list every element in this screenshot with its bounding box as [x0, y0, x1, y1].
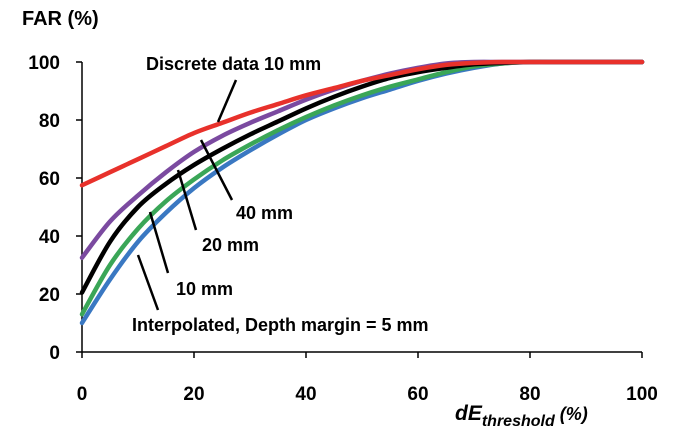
annotation-leader-line — [148, 211, 170, 274]
annotation-label: 20 mm — [202, 235, 259, 255]
annotation-label: 10 mm — [176, 279, 233, 299]
annotation-label: Discrete data 10 mm — [146, 54, 321, 74]
series-line-4 — [79, 59, 645, 326]
y-tick-label: 20 — [39, 285, 60, 306]
series-line-0 — [79, 59, 645, 188]
x-axis-title-main: dE — [455, 402, 483, 425]
axes: 0 20 40 60 80 100 0 20 40 60 80 100 — [28, 53, 658, 405]
y-axis-title: FAR (%) — [22, 8, 99, 30]
series-line-1 — [79, 59, 645, 260]
y-tick-label: 80 — [39, 111, 60, 132]
annotations: Discrete data 10 mm 40 mm 20 mm 10 mm Interp… — [132, 54, 429, 335]
y-tick-label: 100 — [28, 53, 60, 74]
x-tick-label: 0 — [77, 384, 88, 405]
annotation-label: Interpolated, Depth margin = 5 mm — [132, 315, 429, 335]
series-lines — [79, 59, 645, 326]
x-tick-label: 80 — [519, 384, 540, 405]
x-axis-title: dEthreshold (%) — [455, 402, 588, 430]
annotation-leader-line — [216, 79, 238, 123]
x-tick-label: 40 — [295, 384, 316, 405]
annotation-leader-line — [136, 254, 160, 311]
x-tick-label: 60 — [407, 384, 428, 405]
y-tick-label: 0 — [49, 343, 60, 364]
annotation-leader-line — [176, 169, 198, 231]
x-axis-title-subscript: threshold — [482, 413, 556, 430]
x-axis-title-suffix: (%) — [555, 404, 588, 424]
y-tick-label: 60 — [39, 169, 60, 190]
annotation-leader-line — [199, 139, 234, 201]
x-tick-label: 100 — [626, 384, 658, 405]
annotation-label: 40 mm — [236, 203, 293, 223]
x-tick-label: 20 — [183, 384, 204, 405]
y-tick-label: 40 — [39, 227, 60, 248]
